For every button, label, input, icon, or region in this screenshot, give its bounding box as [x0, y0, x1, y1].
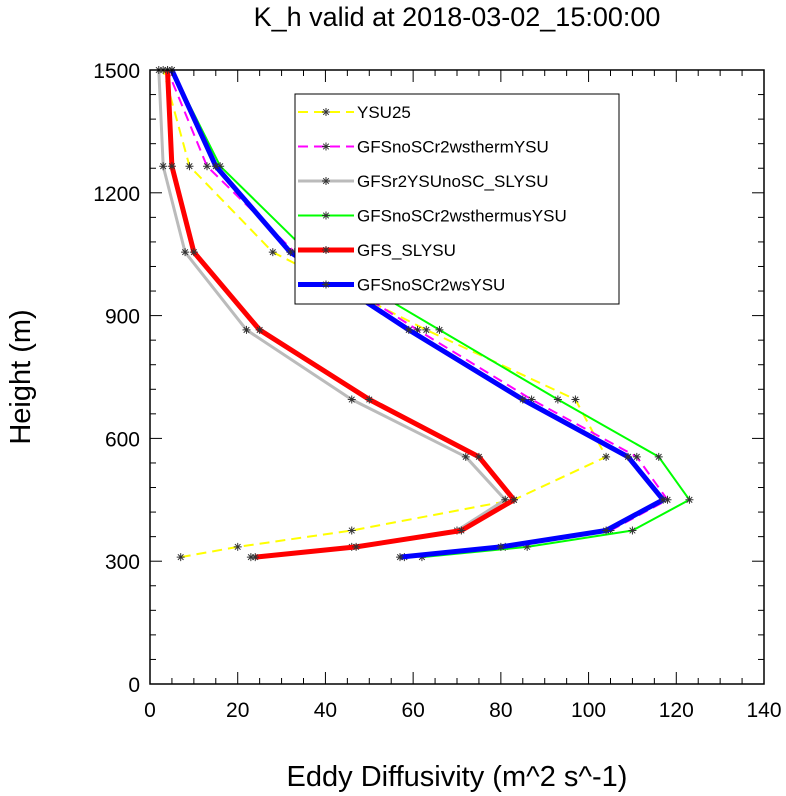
legend-label: GFSr2YSUnoSC_SLYSU: [357, 172, 548, 191]
data-point: [233, 542, 242, 551]
data-point: [461, 452, 470, 461]
x-tick-label: 20: [226, 699, 249, 722]
x-tick-label: 140: [746, 699, 781, 722]
series-line-3: [171, 69, 691, 559]
legend-box: [294, 93, 620, 305]
legend-marker: [322, 177, 330, 185]
data-point: [352, 542, 361, 551]
data-point: [501, 495, 510, 504]
data-point: [176, 553, 185, 562]
data-point: [685, 495, 694, 504]
data-point: [624, 452, 633, 461]
y-tick-label: 1500: [93, 60, 140, 83]
legend-marker: [322, 246, 330, 254]
series-line-5: [169, 68, 666, 560]
legend-marker: [322, 142, 330, 151]
legend-entry-0: YSU25: [298, 103, 411, 122]
data-point: [181, 248, 190, 257]
data-point: [474, 452, 483, 461]
data-point: [251, 553, 260, 562]
y-axis-title: Height (m): [5, 309, 37, 444]
series-line-0: [162, 69, 608, 559]
data-point: [347, 395, 356, 404]
series-5: [167, 66, 668, 562]
data-point: [654, 452, 663, 461]
data-point: [286, 248, 295, 257]
data-point: [347, 526, 356, 535]
data-point: [159, 162, 168, 171]
data-point: [435, 325, 444, 334]
legend-label: GFS_SLYSU: [357, 241, 456, 260]
x-tick-label: 0: [144, 699, 156, 722]
chart-title: K_h valid at 2018-03-02_15:00:00: [254, 2, 661, 32]
legend-entry-4: GFS_SLYSU: [298, 241, 456, 260]
legend-marker: [322, 211, 330, 220]
data-point: [189, 248, 198, 257]
data-point: [571, 395, 580, 404]
data-point: [268, 248, 277, 257]
legend-label: YSU25: [357, 103, 411, 122]
y-tick-label: 300: [105, 551, 140, 574]
data-point: [659, 495, 668, 504]
x-tick-label: 80: [489, 699, 512, 722]
legend-label: GFSnoSCr2wsthermYSU: [357, 138, 549, 157]
y-tick-label: 1200: [93, 183, 140, 206]
data-point: [422, 325, 431, 334]
y-tick-label: 900: [105, 306, 140, 329]
data-point: [246, 553, 255, 562]
data-point: [553, 395, 562, 404]
y-tick-label: 0: [128, 674, 140, 697]
legend-marker: [322, 108, 330, 116]
legend-entry-5: GFSnoSCr2wsYSU: [298, 276, 505, 295]
y-tick-label: 600: [105, 428, 140, 451]
data-point: [457, 526, 466, 535]
data-point: [527, 395, 536, 404]
data-point: [510, 495, 519, 504]
data-point: [404, 325, 413, 334]
data-point: [602, 526, 611, 535]
data-point: [628, 526, 637, 535]
data-point: [216, 162, 225, 171]
legend: YSU25 GFSnoSCr2wsthermYSU GFSr2YSUnoSC_SLY…: [294, 93, 620, 305]
legend-label: GFSnoSCr2wsYSU: [357, 276, 505, 295]
data-point: [242, 325, 251, 334]
data-point: [632, 452, 641, 461]
data-point: [663, 495, 672, 504]
legend-label: GFSnoSCr2wsthermusYSU: [357, 207, 567, 226]
data-point: [395, 553, 404, 562]
data-point: [255, 325, 264, 334]
data-point: [518, 395, 527, 404]
data-point: [211, 162, 220, 171]
data-point: [496, 542, 505, 551]
data-point: [523, 542, 532, 551]
legend-entry-2: GFSr2YSUnoSC_SLYSU: [298, 172, 548, 191]
data-point: [185, 162, 194, 171]
plot-layer: [154, 66, 694, 562]
data-point: [413, 325, 422, 334]
data-point: [365, 395, 374, 404]
x-tick-label: 40: [314, 699, 337, 722]
x-tick-label: 100: [571, 699, 606, 722]
x-tick-label: 120: [659, 699, 694, 722]
legend-entry-1: GFSnoSCr2wsthermYSU: [298, 138, 549, 157]
data-point: [203, 162, 212, 171]
axis-ticks: 0 20 40 60 80 100 120 140 0 300 600 900 1200 1500: [93, 60, 781, 722]
series-line-4: [165, 69, 517, 560]
legend-marker: [322, 280, 330, 289]
x-tick-label: 60: [401, 699, 424, 722]
x-axis-title: Eddy Diffusivity (m^2 s^-1): [287, 761, 628, 793]
data-point: [602, 452, 611, 461]
data-point: [167, 162, 176, 171]
legend-entry-3: GFSnoSCr2wsthermusYSU: [298, 207, 567, 226]
